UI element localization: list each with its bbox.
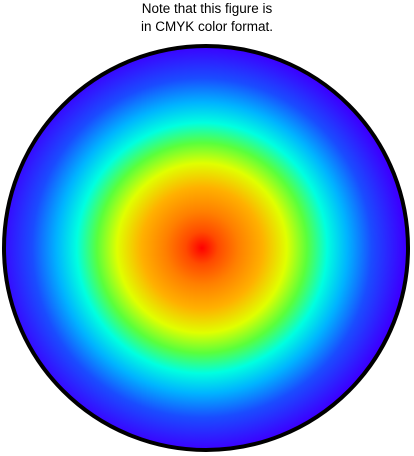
gradient-circle	[2, 44, 410, 452]
note-line-2: in CMYK color format.	[140, 19, 274, 34]
note-line-1: Note that this figure is	[141, 1, 273, 16]
figure-note: Note that this figure is in CMYK color f…	[0, 0, 414, 36]
radial-gradient-disc	[2, 44, 410, 452]
